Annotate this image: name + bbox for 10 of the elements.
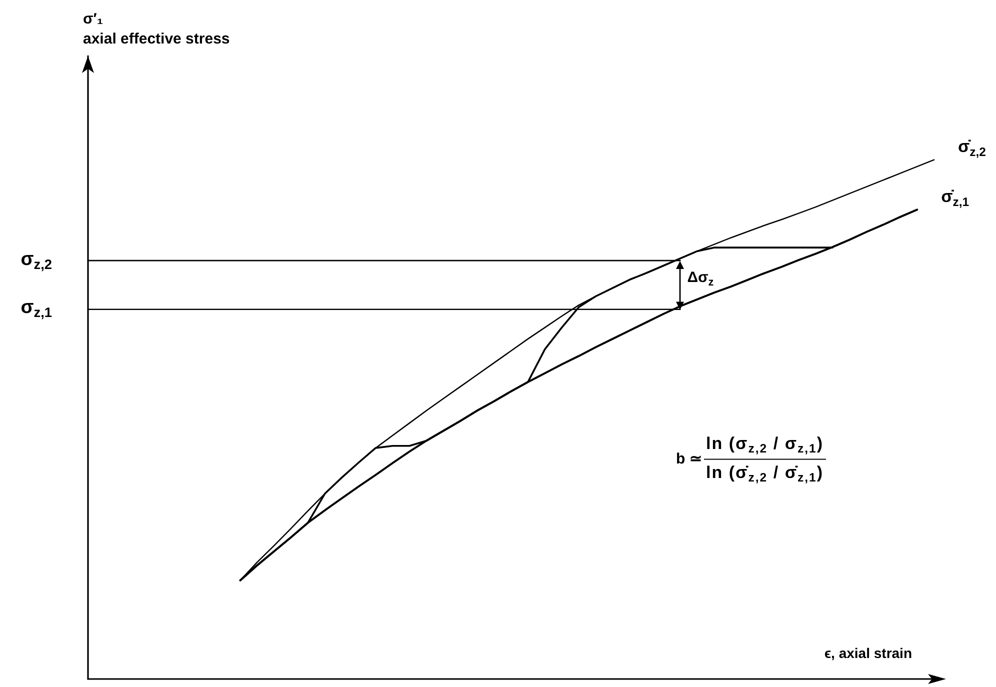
series-label: σ$_{z,1}$ xyxy=(20,297,52,322)
series-label: σ$_{z,2}$ xyxy=(20,248,52,272)
annotation: Δσ$_{z}$ xyxy=(687,269,714,289)
annotation: ln (σ̇$_{z,2}$ / σ̇$_{z,1}$) xyxy=(704,462,825,486)
series-label: σ̇$_{z,1}$ xyxy=(941,186,970,209)
annotation: ln (σ$_{z,2}$ / σ$_{z,1}$) xyxy=(704,430,826,460)
series-label: σ̇$_{z,2}$ xyxy=(958,136,986,159)
x-axis-title: ϵ, axial strain xyxy=(824,644,912,662)
annotation: b ≃ xyxy=(676,450,702,468)
text: σ′₁ axial effective stress xyxy=(83,10,230,50)
